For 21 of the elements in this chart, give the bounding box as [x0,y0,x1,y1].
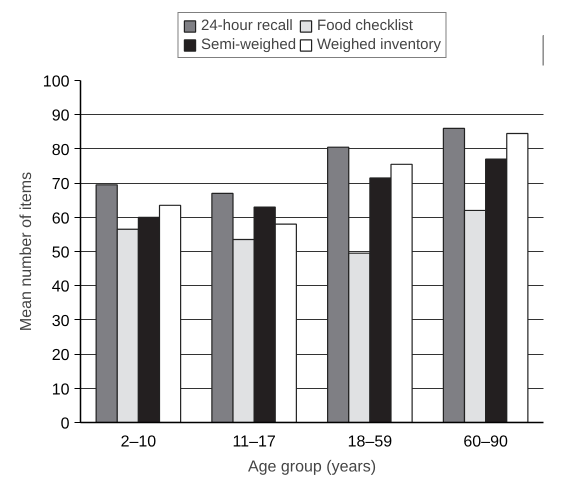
y-tick-label: 90 [52,108,70,125]
y-tick-label: 60 [52,210,70,228]
y-tick-label: 70 [52,176,70,194]
y-axis-title: Mean number of items [18,172,35,332]
y-tick-label: 100 [42,74,70,90]
y-tick-label: 10 [52,381,70,398]
x-tick-label: 18–59 [348,434,392,450]
y-tick-label: 40 [52,278,70,296]
y-tick-label: 0 [60,416,70,432]
legend-label: Food checklist [317,17,413,34]
legend-label: 24-hour recall [200,17,293,34]
x-tick-label: 2–10 [120,434,156,450]
x-tick-label: 11–17 [232,434,276,450]
x-axis-title: Age group (years) [248,458,376,476]
legend-label: Weighed inventory [317,36,442,53]
x-tick-label: 60–90 [463,434,508,450]
y-tick-label: 30 [52,312,70,330]
y-tick-label: 20 [52,347,70,364]
y-tick-label: 50 [52,244,70,262]
y-tick-label: 80 [52,142,70,159]
legend-label: Semi-weighed [200,36,296,53]
